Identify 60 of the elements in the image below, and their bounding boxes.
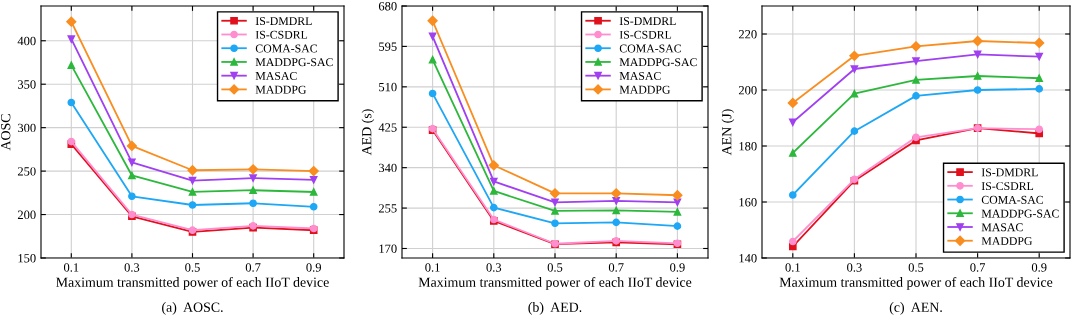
- legend-label: MADDPG: [255, 85, 307, 94]
- legend-label: COMA-SAC: [981, 195, 1043, 204]
- y-tick-label: 200: [738, 86, 757, 95]
- y-axis-title: AED (s): [361, 109, 375, 156]
- y-tick-label: 200: [17, 210, 36, 220]
- x-axis-title: Maximum transmitted power of each IIoT device: [56, 276, 329, 290]
- x-tick-label: 0.3: [847, 263, 862, 272]
- y-tick-label: 250: [17, 167, 36, 176]
- x-tick-label: 0.1: [785, 263, 800, 272]
- y-tick-label: 255: [378, 204, 397, 213]
- y-tick-label: 400: [17, 36, 36, 46]
- y-tick-label: 340: [378, 163, 397, 173]
- y-tick-label: 140: [739, 254, 757, 263]
- legend-label: COMA-SAC: [255, 44, 317, 53]
- y-tick-label: 425: [378, 123, 397, 132]
- legend-label: IS-CSDRL: [981, 182, 1034, 191]
- legend-label: MASAC: [255, 71, 297, 80]
- legend-label: MADDPG: [619, 85, 671, 94]
- y-tick-label: 595: [379, 42, 397, 51]
- y-tick-label: 510: [379, 82, 397, 92]
- legend-label: MASAC: [981, 223, 1023, 232]
- legend-label: MADDPG: [981, 237, 1033, 245]
- x-tick-label: 0.1: [425, 263, 440, 272]
- y-tick-label: 150: [18, 254, 36, 263]
- legend-label: IS-CSDRL: [619, 30, 672, 39]
- legend-label: IS-CSDRL: [255, 30, 308, 39]
- x-tick-label: 0.9: [306, 263, 321, 272]
- x-axis-title: Maximum transmitted power of each IIoT device: [418, 276, 692, 290]
- y-tick-label: 350: [17, 80, 36, 89]
- x-tick-label: 0.9: [1031, 263, 1047, 272]
- y-axis-title: AOSC: [1, 114, 11, 151]
- legend-label: MASAC: [619, 71, 661, 80]
- x-tick-label: 0.5: [185, 263, 200, 272]
- x-tick-label: 0.7: [970, 263, 986, 272]
- legend-label: IS-DMDRL: [255, 17, 312, 26]
- x-tick-label: 0.1: [63, 263, 79, 272]
- y-tick-label: 680: [378, 2, 397, 11]
- y-tick-label: 300: [17, 123, 36, 133]
- x-tick-label: 0.5: [908, 263, 924, 272]
- x-axis-title: Maximum transmitted power of each IIoT device: [779, 276, 1053, 290]
- y-tick-label: 220: [738, 30, 757, 39]
- text: (c) AEN.: [889, 302, 942, 315]
- text: (b) AED.: [528, 302, 582, 315]
- x-tick-label: 0.9: [670, 263, 685, 272]
- x-tick-label: 0.3: [486, 263, 502, 272]
- x-tick-label: 0.5: [547, 263, 563, 272]
- y-axis-title: AEN (J): [721, 109, 735, 156]
- legend-label: IS-DMDRL: [981, 168, 1038, 177]
- legend-label: IS-DMDRL: [619, 17, 676, 26]
- legend-label: MADDPG-SAC: [981, 209, 1059, 218]
- y-tick-label: 180: [739, 142, 757, 151]
- legend-label: MADDPG-SAC: [255, 58, 333, 67]
- y-tick-label: 170: [379, 244, 397, 253]
- x-tick-label: 0.3: [124, 263, 140, 272]
- x-tick-label: 0.7: [608, 263, 624, 272]
- y-tick-label: 160: [739, 198, 757, 207]
- x-tick-label: 0.7: [245, 263, 261, 272]
- legend-label: COMA-SAC: [619, 44, 681, 53]
- legend-label: MADDPG-SAC: [619, 58, 697, 67]
- text: (a) AOSC.: [162, 302, 223, 315]
